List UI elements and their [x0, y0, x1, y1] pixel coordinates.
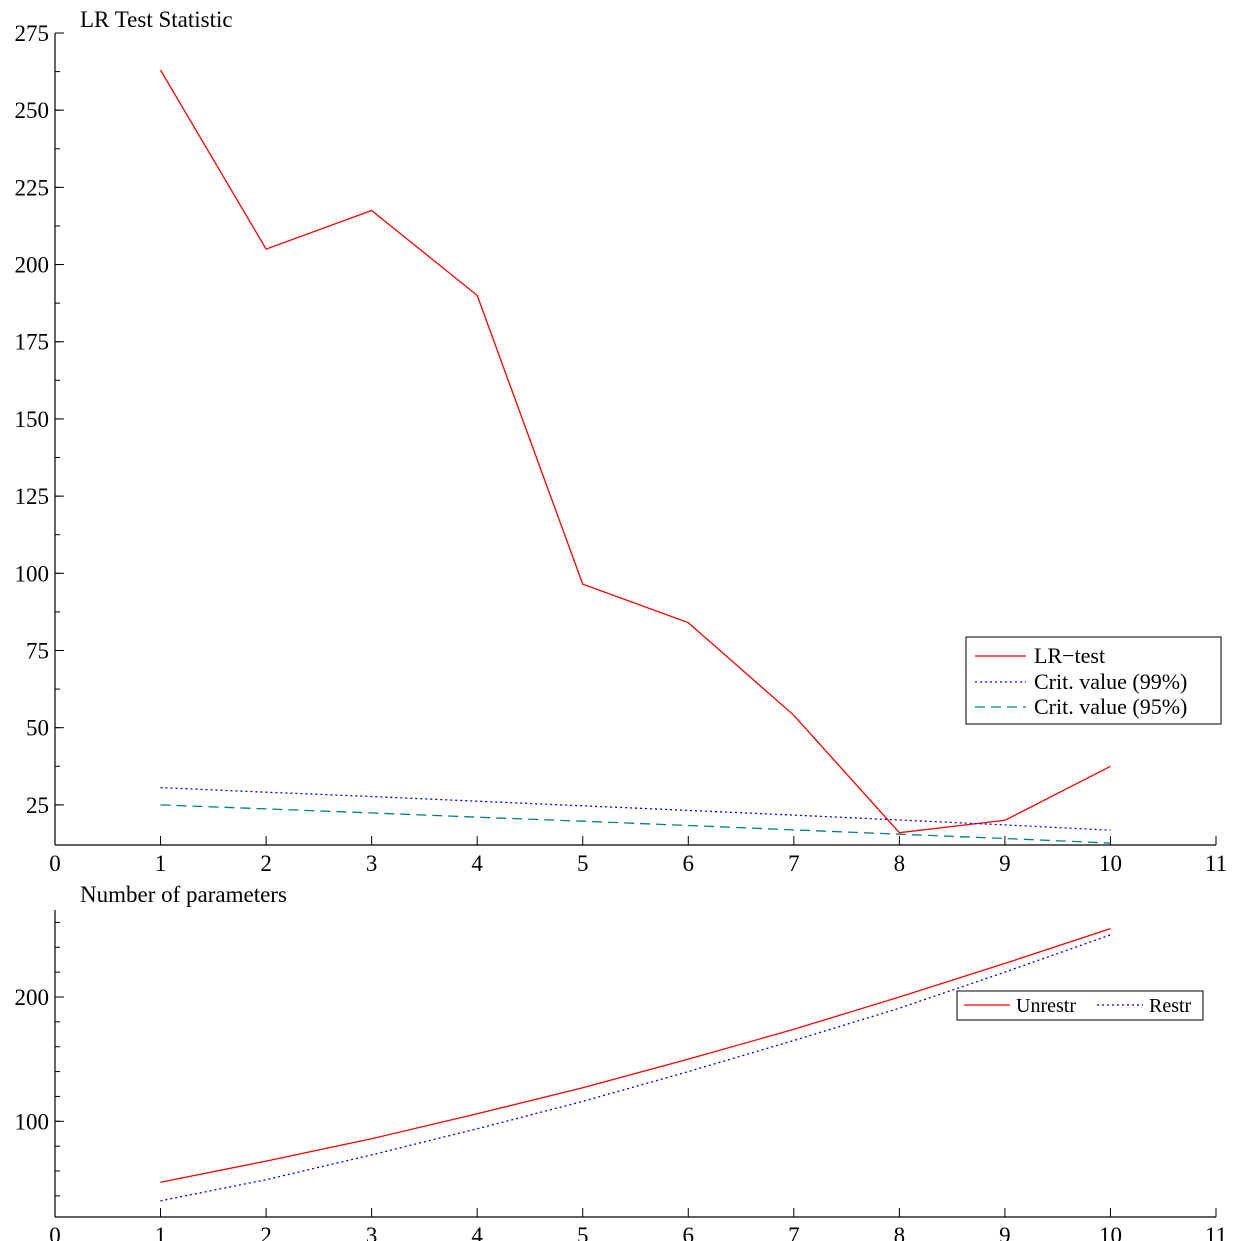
params-panel-title: Number of parameters: [80, 882, 287, 907]
lr-y-tick-label: 225: [15, 175, 50, 200]
legend-label-restr: Restr: [1149, 995, 1192, 1017]
params-x-tick-label: 8: [894, 1223, 906, 1241]
params-tick-group: 0 1 2 3 4 5 6 7 8 9 10 11 100 200: [15, 921, 1227, 1241]
lr-y-tick-label: 75: [26, 638, 49, 663]
params-series-line-1: [160, 934, 1111, 1202]
lr-legend-box: [965, 636, 1222, 725]
lr-legend: LR−test Crit. value (99%) Crit. value (9…: [965, 636, 1222, 725]
legend-label-crit-99: Crit. value (99%): [1034, 669, 1187, 694]
lr-x-tick-label: 7: [788, 851, 800, 876]
lr-x-tick-label: 9: [999, 851, 1011, 876]
lr-panel-title: LR Test Statistic: [80, 7, 233, 32]
lr-x-tick-label: 11: [1205, 851, 1227, 876]
parameters-panel: Number of parameters 0 1 2 3 4 5 6 7 8 9 10 11 100 20…: [15, 882, 1228, 1241]
params-x-tick-label: 7: [788, 1223, 800, 1241]
lr-tick-group: 0 1 2 3 4 5 6 7 8 9 10 11 25 50 75 100 125 150 175 200 225 25…: [15, 21, 1228, 876]
lr-y-tick-label: 250: [15, 98, 50, 123]
params-x-tick-label: 1: [155, 1223, 167, 1241]
lr-x-tick-label: 3: [366, 851, 378, 876]
lr-x-tick-label: 4: [471, 851, 483, 876]
lr-x-tick-label: 1: [155, 851, 167, 876]
legend-label-crit-95: Crit. value (95%): [1034, 694, 1187, 719]
params-x-tick-label: 5: [577, 1223, 589, 1241]
params-y-tick-label: 100: [15, 1109, 50, 1134]
params-x-tick-label: 4: [471, 1223, 483, 1241]
legend-label-lr-test: LR−test: [1034, 643, 1105, 668]
lr-y-tick-label: 200: [15, 253, 50, 278]
params-x-tick-label: 3: [366, 1223, 378, 1241]
params-legend: Unrestr Restr: [956, 990, 1204, 1021]
params-x-tick-label: 0: [49, 1223, 61, 1241]
lr-y-tick-label: 125: [15, 484, 50, 509]
lr-y-tick-label: 100: [15, 561, 50, 586]
lr-x-tick-label: 8: [894, 851, 906, 876]
params-series-group: [160, 927, 1111, 1202]
params-series-line-0: [160, 927, 1111, 1183]
lr-y-tick-label: 175: [15, 330, 50, 355]
lr-x-tick-label: 6: [683, 851, 695, 876]
params-x-tick-label: 10: [1099, 1223, 1122, 1241]
lr-y-tick-label: 50: [26, 716, 49, 741]
lr-series-group: [159, 69, 1111, 844]
params-x-tick-label: 6: [683, 1223, 695, 1241]
lr-y-tick-label: 25: [26, 793, 49, 818]
lr-x-tick-label: 2: [260, 851, 272, 876]
lr-x-tick-label: 10: [1099, 851, 1122, 876]
legend-label-unrestr: Unrestr: [1016, 995, 1076, 1017]
lr-series-line-2: [160, 804, 1111, 844]
lr-x-tick-label: 0: [49, 851, 61, 876]
lr-x-tick-label: 5: [577, 851, 589, 876]
lr-test-panel: LR Test Statistic 0 1 2 3 4 5 6 7 8 9 10 11 25 50 75 10…: [15, 7, 1228, 876]
lr-y-tick-label: 275: [15, 21, 50, 46]
lr-series-line-1: [160, 786, 1111, 831]
lr-y-tick-label: 150: [15, 407, 50, 432]
params-x-tick-label: 11: [1205, 1223, 1227, 1241]
params-x-tick-label: 2: [260, 1223, 272, 1241]
lr-series-line-0: [159, 69, 1111, 834]
params-x-tick-label: 9: [999, 1223, 1011, 1241]
params-y-tick-label: 200: [15, 985, 50, 1010]
